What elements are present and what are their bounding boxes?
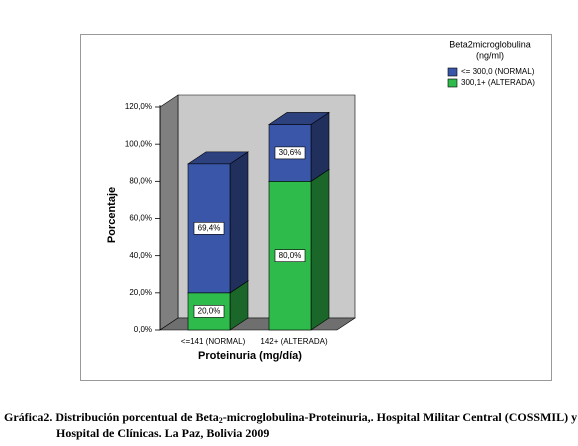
x-tick-label: 142+ (ALTERADA): [260, 337, 328, 346]
value-label-box: [193, 305, 225, 318]
y-tick-label: 20,0%: [129, 288, 152, 297]
legend-swatch: [447, 67, 458, 77]
x-axis-title: Proteinuria (mg/día): [198, 350, 302, 362]
legend-label: <= 300,0 (NORMAL): [461, 67, 535, 76]
side-wall: [159, 94, 179, 331]
caption-part: Gráfica2. Distribución porcentual de Bet…: [4, 410, 219, 424]
bar-side: [229, 151, 249, 294]
value-label: 69,4%: [198, 223, 221, 232]
caption: Gráfica2. Distribución porcentual de Bet…: [4, 410, 577, 425]
value-label-box: [274, 146, 306, 160]
x-tick-label: <=141 (NORMAL): [181, 337, 246, 346]
y-tick-label: 100,0%: [125, 139, 152, 148]
caption-sub: 2: [219, 416, 223, 425]
y-tick-label: 40,0%: [129, 251, 152, 260]
legend-label: 300,1+ (ALTERADA): [461, 78, 535, 87]
bar-side: [310, 168, 330, 331]
y-tick-label: 120,0%: [125, 102, 152, 111]
value-label: 30,6%: [279, 148, 302, 157]
y-tick-label: 60,0%: [129, 214, 152, 223]
legend-title: (ng/ml): [476, 50, 504, 60]
legend-title: Beta2microglobulina: [449, 39, 531, 49]
value-label: 20,0%: [198, 307, 221, 316]
value-label: 80,0%: [279, 251, 302, 260]
y-axis-title: Porcentaje: [106, 187, 118, 243]
caption-part: -microglobulina-Proteinuria,. Hospital M…: [223, 410, 577, 424]
value-label-box: [274, 249, 306, 262]
caption: Hospital de Clínicas. La Paz, Bolivia 20…: [56, 426, 269, 440]
y-tick-label: 0,0%: [134, 325, 152, 334]
legend-swatch: [447, 78, 458, 88]
value-label-box: [193, 222, 225, 235]
y-tick-label: 80,0%: [129, 176, 152, 185]
